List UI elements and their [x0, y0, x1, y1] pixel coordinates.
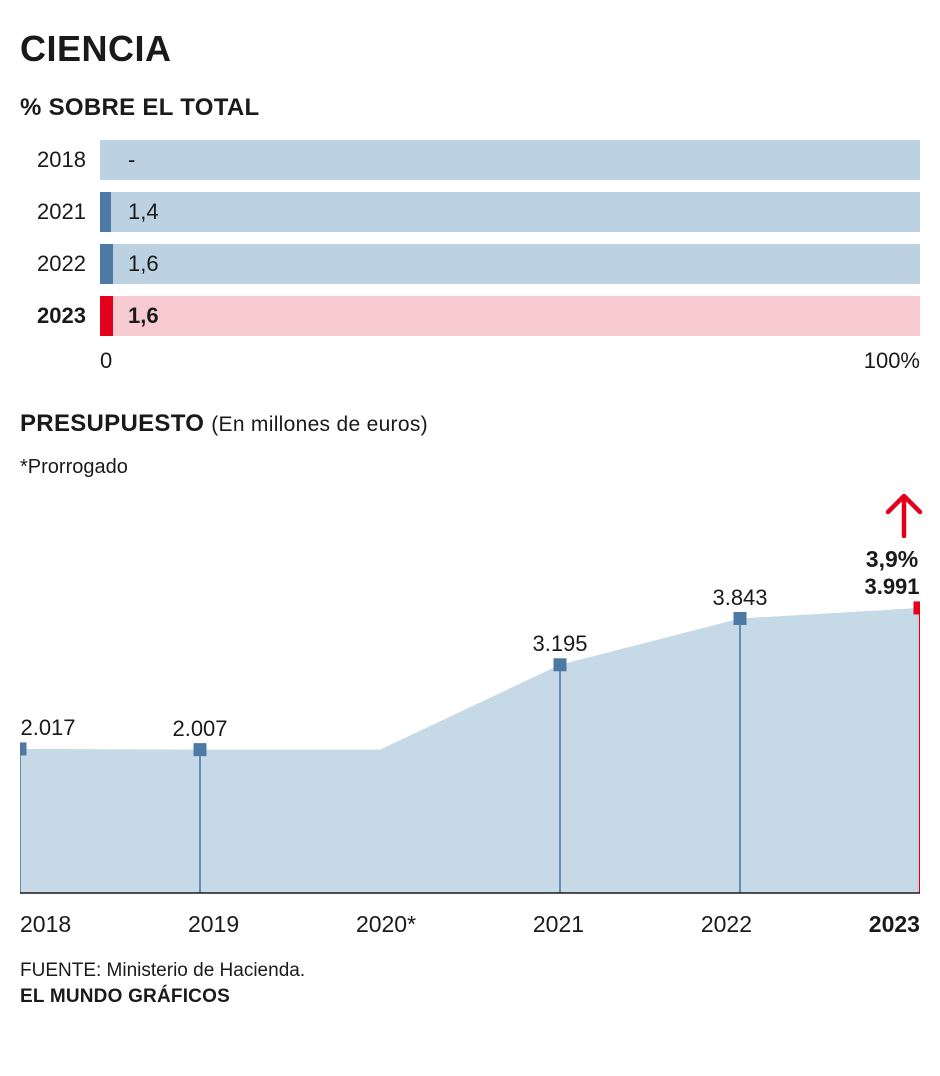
value-label: 3.843 [712, 585, 767, 611]
value-label: 3.991 [864, 574, 919, 600]
x-tick-label: 2022 [701, 911, 752, 938]
data-marker [20, 742, 27, 755]
bar-fill [100, 244, 113, 284]
bar-track: - [100, 140, 920, 180]
x-tick-label: 2020* [356, 911, 416, 938]
budget-xaxis: 2018 2019 2020* 2021 2022 2023 [20, 911, 920, 938]
budget-note: *Prorrogado [20, 456, 920, 479]
data-marker [914, 601, 921, 614]
page-title: CIENCIA [20, 28, 920, 70]
up-arrow-icon [882, 490, 926, 538]
budget-subtitle-paren: (En millones de euros) [211, 413, 428, 436]
bar-value-label: 1,6 [128, 251, 159, 277]
budget-svg [20, 483, 920, 903]
bar-year: 2022 [20, 251, 100, 277]
bar-value-label: - [128, 147, 135, 173]
budget-subtitle: PRESUPUESTO (En millones de euros) [20, 410, 920, 438]
bar-bg [100, 140, 920, 180]
bar-year: 2018 [20, 147, 100, 173]
bar-bg [100, 296, 920, 336]
x-tick-label: 2023 [869, 911, 920, 938]
budget-chart: PRESUPUESTO (En millones de euros) *Pror… [20, 410, 920, 938]
bar-row: 2021 1,4 [20, 192, 920, 232]
pct-change-label: 3,9% [866, 546, 918, 573]
budget-subtitle-main: PRESUPUESTO [20, 410, 204, 437]
data-marker [734, 612, 747, 625]
footer-source: FUENTE: Ministerio de Hacienda. [20, 960, 920, 982]
data-marker [194, 743, 207, 756]
bar-value-label: 1,4 [128, 199, 159, 225]
bar-year: 2023 [20, 303, 100, 329]
x-tick-label: 2019 [188, 911, 239, 938]
bar-value-label: 1,6 [128, 303, 159, 329]
bar-track: 1,6 [100, 296, 920, 336]
bar-row: 2022 1,6 [20, 244, 920, 284]
x-tick-label: 2018 [20, 911, 71, 938]
bar-rows: 2018 - 2021 1,4 2022 1,6 2023 1,6 [20, 140, 920, 336]
bar-track: 1,4 [100, 192, 920, 232]
bar-row: 2023 1,6 [20, 296, 920, 336]
data-marker [554, 658, 567, 671]
value-label: 2.007 [172, 716, 227, 742]
value-label: 3.195 [532, 631, 587, 657]
bar-track: 1,6 [100, 244, 920, 284]
bar-year: 2021 [20, 199, 100, 225]
area-fill [20, 608, 920, 893]
percent-subtitle: % SOBRE EL TOTAL [20, 94, 920, 122]
bar-bg [100, 244, 920, 284]
bar-fill [100, 296, 113, 336]
footer-brand: EL MUNDO GRÁFICOS [20, 986, 920, 1008]
bar-row: 2018 - [20, 140, 920, 180]
bar-bg [100, 192, 920, 232]
bar-fill [100, 192, 111, 232]
percent-axis: 0 100% [20, 348, 920, 374]
footer: FUENTE: Ministerio de Hacienda. EL MUNDO… [20, 960, 920, 1008]
x-tick-label: 2021 [533, 911, 584, 938]
value-label: 2.017 [20, 715, 75, 741]
axis-min: 0 [100, 348, 112, 374]
axis-max: 100% [864, 348, 920, 374]
percent-chart: % SOBRE EL TOTAL 2018-20211,420221,62023… [20, 94, 920, 374]
